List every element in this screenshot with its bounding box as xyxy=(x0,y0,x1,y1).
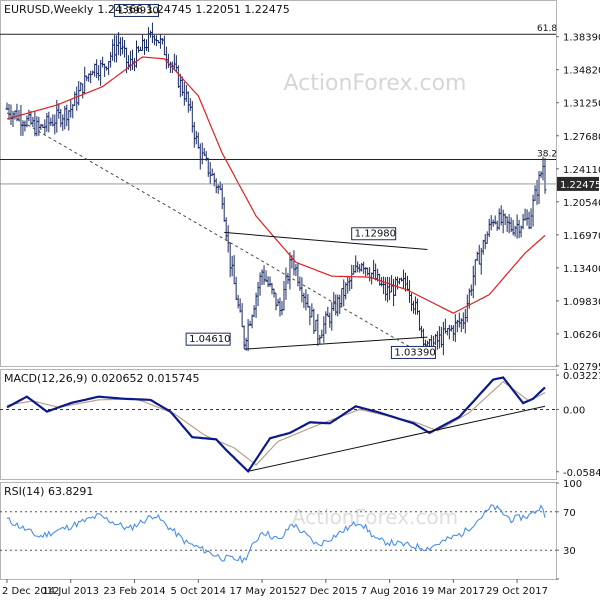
x-axis-label: 2 Dec 2012 xyxy=(2,586,60,597)
price-axis-label: 1.34820 xyxy=(563,66,600,77)
rsi-axis-label: 30 xyxy=(563,546,576,557)
rsi-line xyxy=(6,504,546,565)
price-annotation: 1.12980 xyxy=(351,227,397,241)
price-axis-label: 1.02795 xyxy=(563,362,600,373)
price-panel-frame xyxy=(0,0,557,367)
x-axis-label: 17 May 2015 xyxy=(229,586,294,597)
fib-level-label: 61.8 xyxy=(537,24,557,34)
price-annotation: 1.03390 xyxy=(390,345,436,359)
timeframe: Weekly xyxy=(54,3,94,16)
price-axis-label: 1.13400 xyxy=(563,264,600,275)
x-axis-label: 19 Mar 2017 xyxy=(422,586,485,597)
watermark: ActionForex.com xyxy=(284,71,467,96)
price-axis-label: 1.20540 xyxy=(563,198,600,209)
current-price-tag xyxy=(557,176,599,191)
price-axis-label: 1.16970 xyxy=(563,231,600,242)
price-axis-label: 1.24110 xyxy=(563,165,600,176)
price-annotation: 1.04610 xyxy=(185,332,231,346)
annotation-box xyxy=(185,332,231,346)
annotation-label: 1.03390 xyxy=(394,347,435,358)
price-axis-label: 1.06260 xyxy=(563,330,600,341)
price-axis-label: 1.31250 xyxy=(563,99,600,110)
annotation-box xyxy=(351,227,397,241)
macd-line xyxy=(6,376,546,473)
x-axis-label: 23 Feb 2014 xyxy=(103,586,165,597)
moving-average-line xyxy=(6,56,546,314)
annotation-label: 1.04610 xyxy=(189,334,230,345)
macd-axis-label: -0.058413 xyxy=(563,468,600,479)
rsi-panel-frame xyxy=(0,482,557,580)
macd-axis-label: 0.00 xyxy=(563,405,585,416)
x-axis-label: 7 Aug 2016 xyxy=(361,586,419,597)
rsi-axis-label: 100 xyxy=(563,479,582,490)
header: EURUSD,Weekly 1.24366 1.24745 1.22051 1.2… xyxy=(4,3,290,16)
fib-level-label: 38.2 xyxy=(537,150,557,160)
x-axis-label: 14 Jul 2013 xyxy=(42,586,99,597)
annotation-label: 1.39930 xyxy=(117,5,158,16)
watermark-rsi: ActionForex.com xyxy=(292,505,458,529)
ohlc-values: 1.24366 1.24745 1.22051 1.22475 xyxy=(97,3,289,16)
x-axis-label: 5 Oct 2014 xyxy=(171,586,226,597)
price-annotation: 1.39930 xyxy=(113,3,159,17)
macd-title: MACD(12,26,9) 0.020652 0.015745 xyxy=(4,372,200,385)
macd-axis-label: 0.032215 xyxy=(563,371,600,382)
current-price-label: 1.22475 xyxy=(560,180,600,191)
rsi-axis-label: 70 xyxy=(563,508,576,519)
price-axis-label: 1.27680 xyxy=(563,132,600,143)
macd-panel-frame xyxy=(0,369,557,480)
trendline xyxy=(224,231,428,251)
annotation-box xyxy=(390,345,436,359)
x-axis-label: 27 Dec 2015 xyxy=(294,586,358,597)
price-axis-label: 1.38390 xyxy=(563,33,600,44)
annotation-box xyxy=(113,3,159,17)
macd-signal-line xyxy=(6,380,546,466)
macd-trendline xyxy=(247,405,546,472)
x-axis-label: 29 Oct 2017 xyxy=(486,586,548,597)
price-axis-label: 1.09830 xyxy=(563,297,600,308)
dotted-trendline xyxy=(6,112,424,356)
annotation-label: 1.12980 xyxy=(355,229,396,240)
symbol: EURUSD xyxy=(4,3,50,16)
rsi-title: RSI(14) 63.8291 xyxy=(4,485,93,498)
